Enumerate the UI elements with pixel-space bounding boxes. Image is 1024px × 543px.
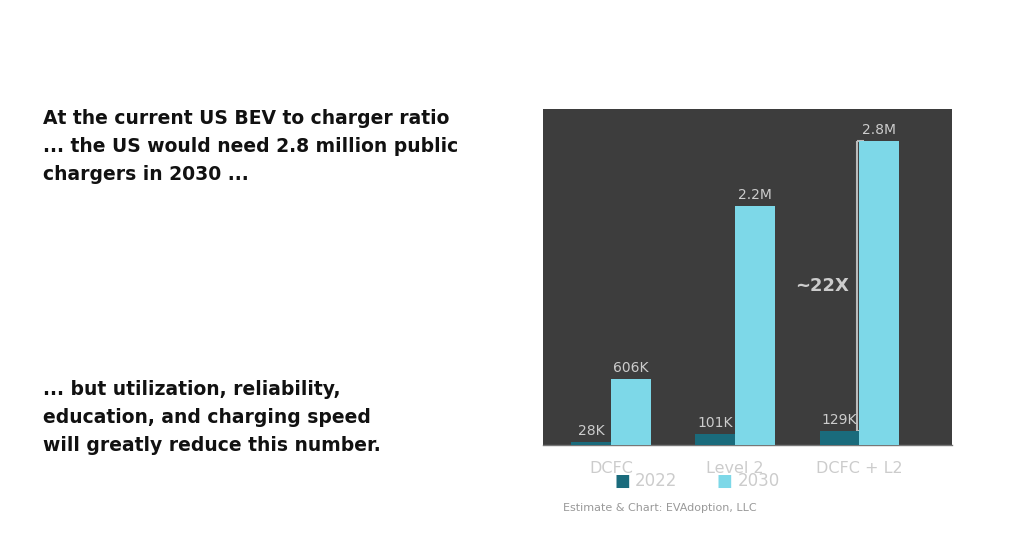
Text: 2.2M: 2.2M xyxy=(738,188,772,202)
Text: 101K: 101K xyxy=(697,416,733,430)
Text: ■: ■ xyxy=(717,471,732,490)
Text: At the current US BEV to charger ratio
... the US would need 2.8 million public
: At the current US BEV to charger ratio .… xyxy=(43,109,459,184)
Bar xyxy=(611,380,650,445)
Bar xyxy=(735,206,775,445)
Bar xyxy=(571,442,611,445)
Bar xyxy=(819,431,859,445)
Text: 28K: 28K xyxy=(578,424,604,438)
Text: ~22X: ~22X xyxy=(796,277,849,295)
Text: 2030: 2030 xyxy=(737,471,779,490)
Text: ... but utilization, reliability,
education, and charging speed
will greatly red: ... but utilization, reliability, educat… xyxy=(43,380,381,455)
Bar xyxy=(695,434,735,445)
Text: 2.8M: 2.8M xyxy=(862,123,896,137)
Text: Estimate & Chart: EVAdoption, LLC: Estimate & Chart: EVAdoption, LLC xyxy=(563,503,757,513)
Text: 129K: 129K xyxy=(821,413,857,427)
Text: 2022: 2022 xyxy=(635,471,677,490)
Text: ■: ■ xyxy=(614,471,630,490)
Text: 606K: 606K xyxy=(613,361,648,375)
Bar xyxy=(859,141,899,445)
